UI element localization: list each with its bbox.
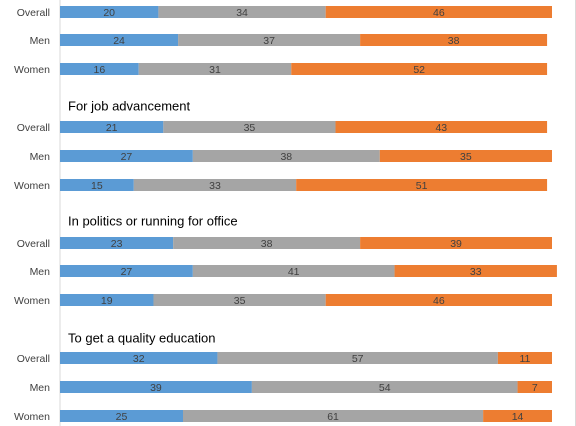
bar-segment — [325, 294, 552, 306]
bar-data-label: 33 — [209, 180, 221, 192]
bar-data-label: 19 — [101, 295, 113, 307]
row-label: Women — [14, 64, 50, 76]
bar-segment — [60, 63, 139, 75]
bar-data-label: 21 — [106, 122, 118, 134]
row-label: Men — [30, 151, 51, 163]
bar-segment — [517, 381, 552, 393]
bar-data-label: 16 — [94, 64, 106, 76]
bar-segment — [360, 237, 552, 249]
bar-data-label: 41 — [288, 266, 300, 278]
bar-segment — [60, 179, 134, 191]
bar-segment — [379, 150, 552, 162]
bar-data-label: 57 — [352, 353, 364, 365]
bar-data-label: 27 — [121, 266, 133, 278]
bar-data-label: 54 — [379, 382, 391, 394]
bar-data-label: 34 — [236, 7, 248, 19]
row-label: Overall — [17, 7, 50, 19]
bar-segment — [178, 34, 361, 46]
bar-segment — [325, 6, 552, 18]
bar-data-label: 43 — [435, 122, 447, 134]
row-label: Overall — [17, 353, 50, 365]
bar-segment — [183, 410, 484, 422]
bar-segment — [360, 34, 548, 46]
bar-data-label: 25 — [116, 411, 128, 423]
bar-segment — [296, 179, 548, 191]
bar-segment — [192, 150, 380, 162]
bar-data-label: 20 — [103, 7, 115, 19]
bar-data-label: 38 — [448, 35, 460, 47]
bar-data-label: 51 — [416, 180, 428, 192]
bar-data-label: 32 — [133, 353, 145, 365]
bar-data-label: 52 — [413, 64, 425, 76]
bar-data-label: 27 — [121, 151, 133, 163]
bar-data-label: 39 — [150, 382, 162, 394]
bar-data-label: 38 — [261, 238, 273, 250]
bar-data-label: 35 — [234, 295, 246, 307]
bar-segment — [60, 150, 193, 162]
bar-data-label: 14 — [512, 411, 524, 423]
bar-data-label: 15 — [91, 180, 103, 192]
bar-segment — [497, 352, 552, 364]
bar-segment — [60, 381, 252, 393]
bar-data-label: 46 — [433, 7, 445, 19]
bar-data-label: 7 — [532, 382, 538, 394]
bar-segment — [153, 294, 326, 306]
bar-data-label: 46 — [433, 295, 445, 307]
bar-segment — [60, 352, 218, 364]
bar-segment — [60, 265, 193, 277]
section-title: In politics or running for office — [68, 214, 238, 229]
row-label: Overall — [17, 238, 50, 250]
bar-data-label: 39 — [450, 238, 462, 250]
row-label: Overall — [17, 122, 50, 134]
row-label: Men — [30, 35, 51, 47]
bar-data-label: 61 — [327, 411, 339, 423]
bar-segment — [60, 121, 164, 133]
bar-segment — [163, 121, 336, 133]
bar-data-label: 24 — [113, 35, 125, 47]
section-title: For job advancement — [68, 99, 191, 114]
row-label: Men — [30, 266, 51, 278]
bar-segment — [335, 121, 548, 133]
bar-segment — [217, 352, 498, 364]
bar-data-label: 23 — [111, 238, 123, 250]
row-label: Men — [30, 382, 51, 394]
bar-segment — [483, 410, 552, 422]
bar-data-label: 31 — [209, 64, 221, 76]
bar-segment — [60, 294, 154, 306]
bar-data-label: 35 — [244, 122, 256, 134]
bar-segment — [251, 381, 518, 393]
bar-segment — [192, 265, 395, 277]
row-label: Women — [14, 295, 50, 307]
bar-segment — [133, 179, 297, 191]
bar-segment — [60, 237, 174, 249]
bar-data-label: 11 — [519, 353, 530, 365]
bar-segment — [291, 63, 548, 75]
row-label: Women — [14, 411, 50, 423]
bar-segment — [60, 6, 159, 18]
bar-segment — [60, 410, 183, 422]
bar-segment — [60, 34, 179, 46]
section-title: To get a quality education — [68, 331, 215, 346]
bar-data-label: 37 — [263, 35, 275, 47]
bar-data-label: 35 — [460, 151, 472, 163]
bar-data-label: 33 — [470, 266, 482, 278]
bar-data-label: 38 — [280, 151, 292, 163]
bar-segment — [173, 237, 361, 249]
row-label: Women — [14, 180, 50, 192]
bar-segment — [394, 265, 557, 277]
bar-segment — [138, 63, 292, 75]
bar-segment — [158, 6, 326, 18]
